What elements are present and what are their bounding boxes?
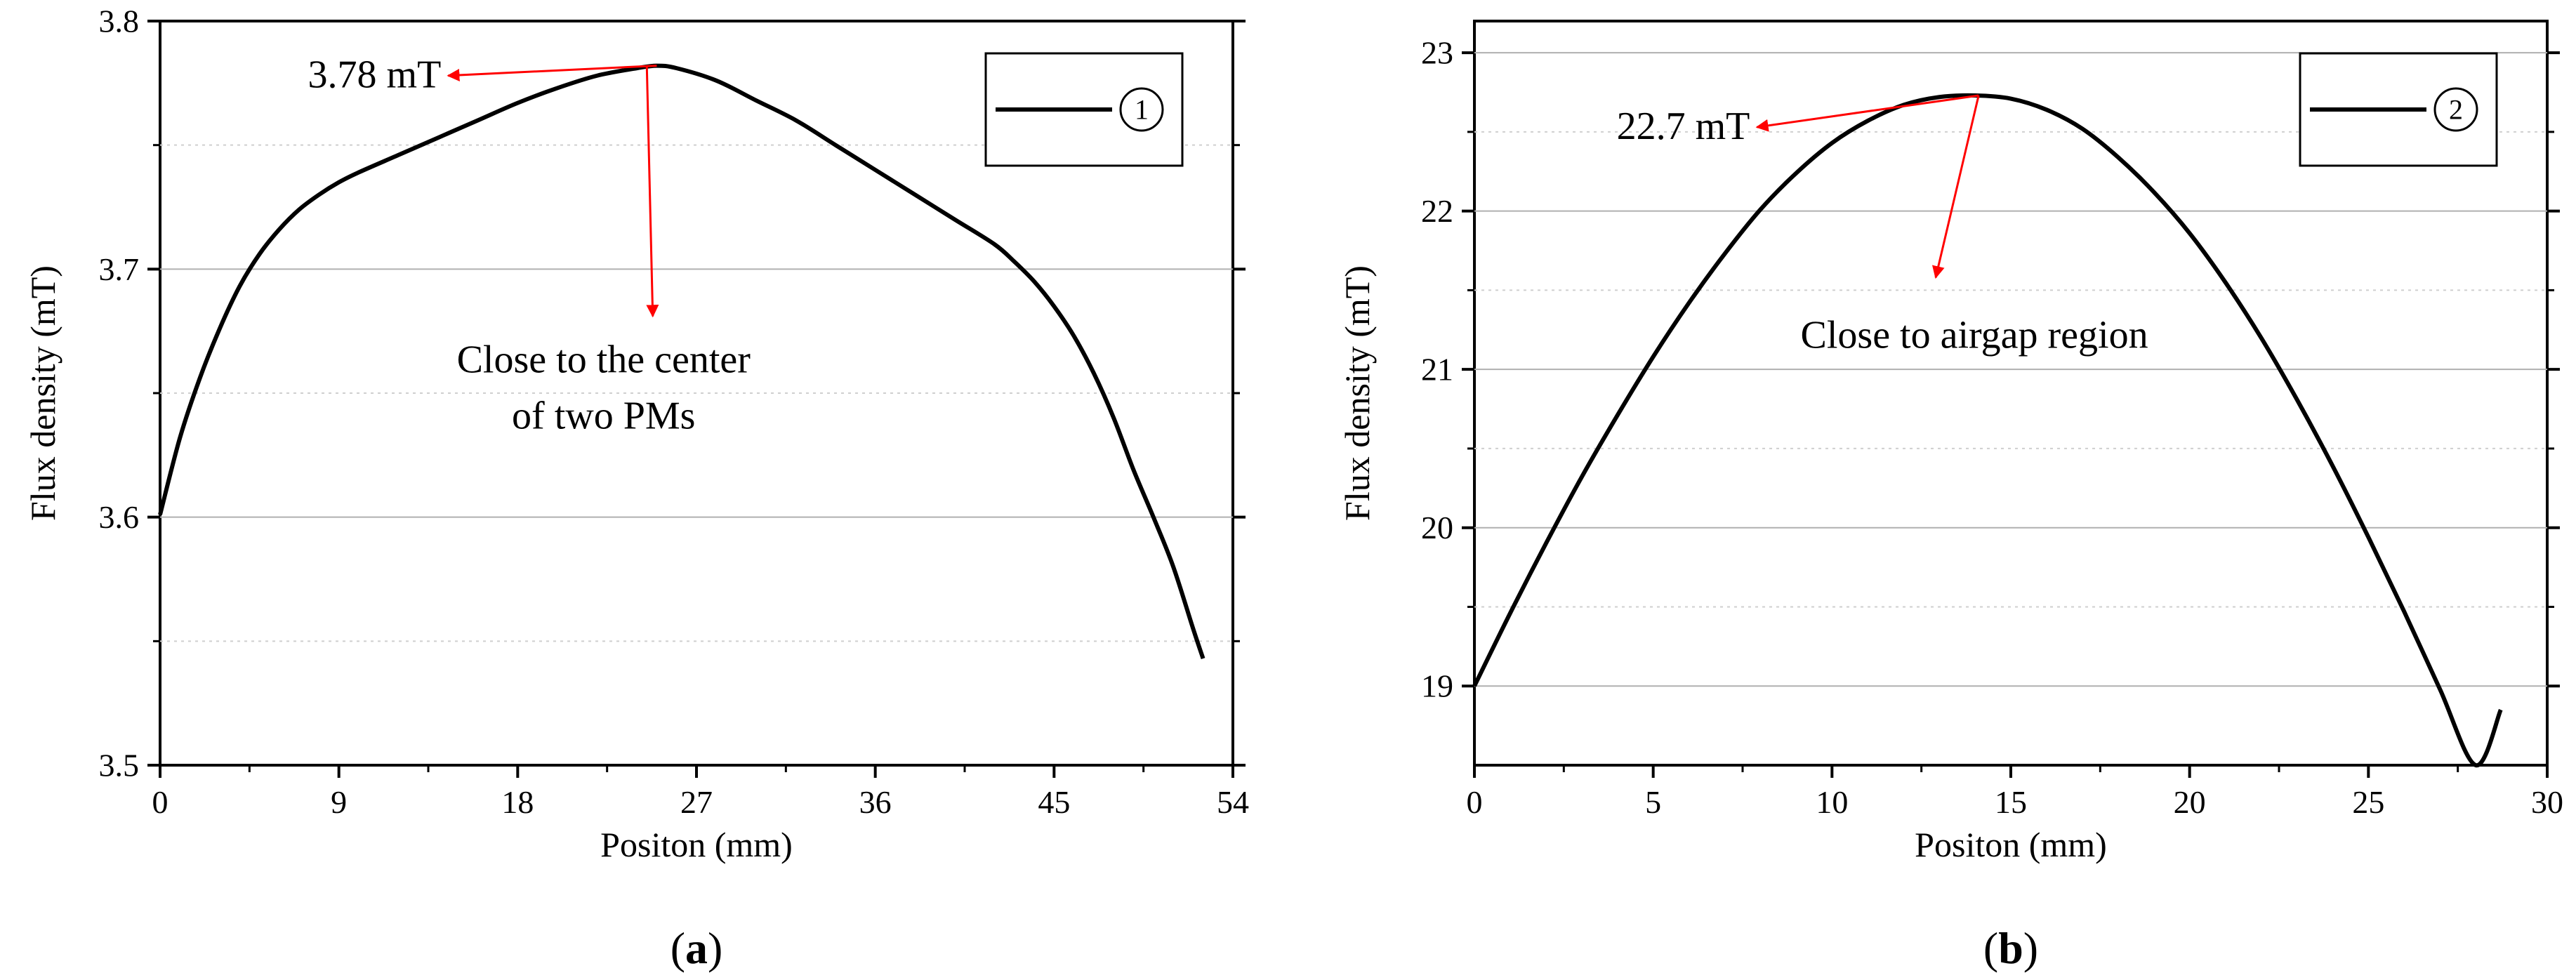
y-tick-label: 20: [1421, 510, 1453, 545]
panel-label-paren: (: [671, 923, 685, 973]
panel-label-letter: b: [1998, 923, 2023, 973]
x-tick-label: 0: [1467, 784, 1483, 820]
x-tick-label: 5: [1645, 784, 1661, 820]
annotations: 3.78 mT Close to the center of two PMs: [308, 53, 751, 438]
chart-panel-a: 3.5 3.6 3.7 3.8 0 9 18 27 36 45 54 3.78 mT Close …: [23, 4, 1249, 974]
y-axis-title: Flux density (mT): [23, 265, 62, 521]
panel-label-letter: a: [685, 923, 708, 973]
y-tick-label: 3.7: [99, 251, 140, 287]
y-tick-label: 3.5: [99, 748, 140, 783]
x-tick-label: 45: [1038, 784, 1070, 820]
x-tick-label: 30: [2531, 784, 2563, 820]
legend-marker-circle: [2433, 87, 2478, 132]
x-tick-label: 10: [1816, 784, 1848, 820]
panel-label-paren: ): [708, 923, 722, 973]
x-tick-label: 25: [2352, 784, 2384, 820]
annotation-arrow-peak: [447, 65, 657, 81]
series-line: [1472, 93, 2503, 767]
annotation-arrow-peak: [1755, 94, 1979, 132]
y-tick-label: 22: [1421, 193, 1453, 229]
series-group: [158, 63, 1206, 660]
y-tick-label: 19: [1421, 668, 1453, 704]
annotation-center-line1: Close to the center: [457, 338, 751, 381]
series-line: [158, 63, 1206, 660]
annotation-center-line2: of two PMs: [512, 394, 695, 437]
legend: 1: [984, 52, 1184, 167]
legend-marker-circle: [1119, 87, 1164, 132]
x-tick-label: 27: [680, 784, 713, 820]
annotation-airgap: Close to airgap region: [1800, 313, 2148, 357]
x-tick-label: 18: [501, 784, 534, 820]
y-tick-label: 3.6: [99, 499, 140, 535]
x-tick-label: 20: [2174, 784, 2206, 820]
annotation-peak-value: 22.7 mT: [1617, 105, 1750, 148]
y-axis-ticks: 3.5 3.6 3.7 3.8: [99, 4, 1246, 783]
panel-label-paren: (: [1983, 923, 1998, 973]
grid-lines: [1474, 52, 2547, 687]
x-tick-label: 0: [152, 784, 169, 820]
chart-panel-b: 19 20 21 22 23 0 5 10 15 20 25 30 22.7 mT Close to…: [1337, 20, 2563, 973]
series-group: [1472, 93, 2503, 767]
y-tick-label: 23: [1421, 35, 1453, 71]
x-tick-label: 9: [331, 784, 347, 820]
legend-label: 1: [1135, 94, 1149, 126]
legend-label: 2: [2449, 94, 2463, 126]
annotation-arrow-center: [645, 65, 659, 318]
panel-label-b: (b): [1983, 923, 2038, 973]
y-axis-ticks: 19 20 21 22 23: [1421, 35, 2560, 704]
panel-label-a: (a): [671, 923, 723, 973]
x-tick-label: 15: [1995, 784, 2027, 820]
x-axis-ticks: 0 9 18 27 36 45 54: [152, 765, 1249, 820]
y-axis-title: Flux density (mT): [1337, 265, 1377, 521]
grid-lines: [160, 144, 1233, 642]
y-tick-label: 21: [1421, 352, 1453, 388]
annotation-arrow-airgap: [1931, 95, 1980, 279]
x-tick-label: 54: [1217, 784, 1249, 820]
x-axis-title: Positon (mm): [1915, 825, 2107, 864]
legend: 2: [2299, 52, 2498, 167]
annotation-peak-value: 3.78 mT: [308, 53, 442, 97]
x-axis-ticks: 0 5 10 15 20 25 30: [1467, 765, 2563, 820]
y-tick-label: 3.8: [99, 4, 140, 39]
x-axis-title: Positon (mm): [600, 825, 793, 864]
x-tick-label: 36: [859, 784, 892, 820]
panel-label-paren: ): [2023, 923, 2038, 973]
annotations: 22.7 mT Close to airgap region: [1617, 94, 2148, 357]
